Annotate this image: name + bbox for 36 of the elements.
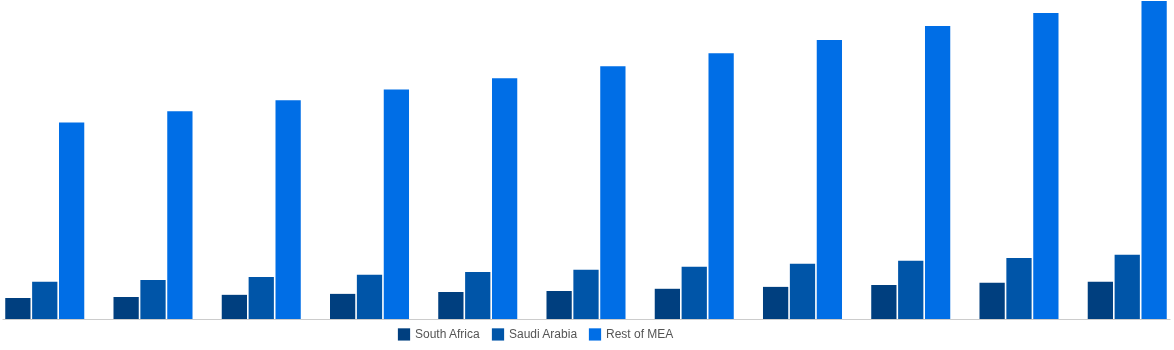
bar [924,26,951,319]
bar [275,100,301,319]
bar [1006,257,1032,319]
bar [113,297,139,319]
bar [600,66,626,319]
bar [167,111,193,319]
bar [492,78,518,319]
bar [1141,1,1167,319]
bar [140,279,166,319]
legend-label: South Africa [415,327,481,342]
bar [59,122,85,319]
bar [329,293,356,319]
bar [708,53,734,319]
bar [1033,13,1059,319]
bar [789,263,816,319]
bar [871,284,897,319]
bar [248,277,274,319]
bar [979,282,1005,319]
bar [356,274,383,319]
bar [546,291,572,319]
bar [654,288,680,319]
bar [5,298,31,319]
bar [438,291,464,319]
bar [816,40,843,319]
bar [898,260,924,319]
bar [1087,281,1113,319]
bar [681,266,707,319]
bar [762,286,789,319]
bar [32,281,58,319]
legend-label: Saudi Arabia [509,327,578,342]
bar [573,269,599,319]
bar [465,271,491,319]
legend-label: Rest of MEA [606,327,674,342]
bar [383,89,410,319]
bar [1114,254,1140,319]
bar [221,294,248,319]
